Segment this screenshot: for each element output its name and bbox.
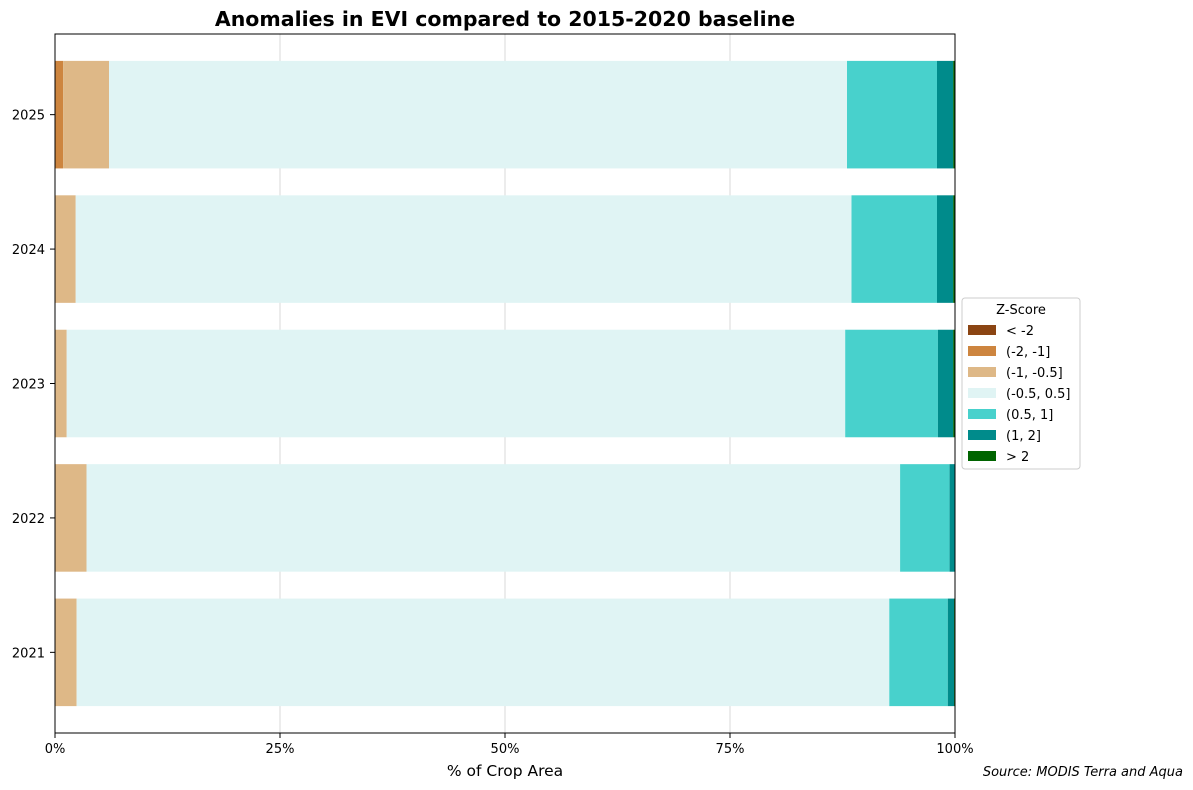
bar-segment (949, 464, 955, 572)
legend-box (961, 297, 1081, 470)
source-note: Source: MODIS Terra and Aqua (983, 765, 1183, 780)
legend-label: (-1, -0.5] (1006, 366, 1063, 381)
bar-segment (55, 195, 76, 303)
bar-segment (55, 598, 77, 707)
legend-title: Z-Score (996, 303, 1046, 318)
legend-swatch (968, 388, 996, 398)
legend: Z-Score < -2 (-2, -1] (-1, -0.5] (-0.5, 0.5… (961, 297, 1081, 470)
bar-segment (847, 60, 937, 169)
chart-title: Anomalies in EVI compared to 2015-2020 b… (215, 7, 795, 31)
bar-segment (66, 329, 846, 438)
x-axis-ticks: 0% 25% 50% 75% 100% (45, 733, 974, 757)
bar-segment (63, 60, 109, 169)
legend-swatch (968, 451, 996, 461)
y-axis-ticks: 2021 2022 2023 2024 2025 (12, 109, 55, 661)
y-tick-label: 2023 (12, 378, 45, 393)
bars-group (55, 60, 955, 707)
bar-segment (55, 60, 64, 169)
legend-label: < -2 (1006, 324, 1034, 339)
bar-segment (953, 195, 955, 303)
x-axis-label: % of Crop Area (447, 762, 563, 780)
y-tick-label: 2025 (12, 109, 45, 124)
x-tick-label: 0% (45, 742, 66, 757)
legend-swatch (968, 430, 996, 440)
y-tick-label: 2022 (12, 512, 45, 527)
legend-swatch (968, 367, 996, 377)
bar-segment (953, 60, 955, 169)
legend-swatch (968, 409, 996, 419)
bar-segment (845, 329, 938, 438)
y-tick-label: 2021 (12, 646, 45, 661)
legend-label: (-2, -1] (1006, 345, 1050, 360)
bar-segment (109, 60, 847, 169)
bar-segment (55, 329, 67, 438)
bar-segment (953, 329, 955, 438)
bar-segment (947, 598, 955, 707)
legend-swatch (968, 325, 996, 335)
bar-segment (75, 195, 852, 303)
bar-segment (76, 598, 890, 707)
bar-segment (937, 195, 954, 303)
legend-swatch (968, 346, 996, 356)
x-tick-label: 75% (716, 742, 745, 757)
bar-segment (937, 60, 954, 169)
legend-label: (1, 2] (1006, 429, 1041, 444)
x-tick-label: 100% (936, 742, 973, 757)
bar-segment (889, 598, 948, 707)
y-tick-label: 2024 (12, 243, 45, 258)
x-tick-label: 50% (491, 742, 520, 757)
bar-segment (900, 464, 950, 572)
legend-label: (0.5, 1] (1006, 408, 1053, 423)
bar-segment (937, 329, 954, 438)
legend-label: (-0.5, 0.5] (1006, 387, 1070, 402)
bar-segment (851, 195, 937, 303)
bar-segment (86, 464, 901, 572)
bar-segment (55, 464, 87, 572)
x-tick-label: 25% (266, 742, 295, 757)
legend-label: > 2 (1006, 450, 1029, 465)
